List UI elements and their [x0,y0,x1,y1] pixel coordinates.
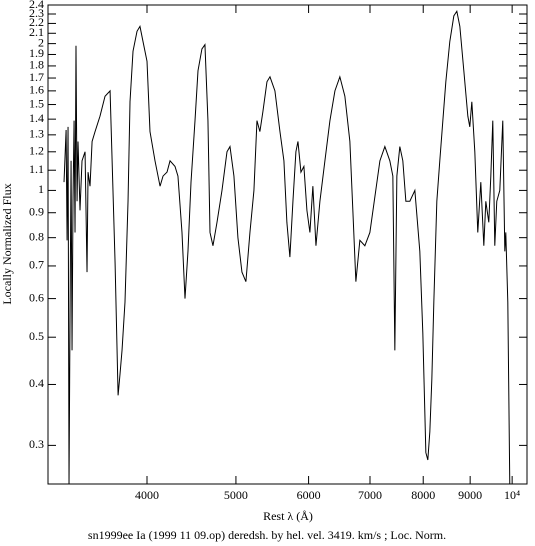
y-tick-label: 0.8 [29,229,44,243]
y-tick-label: 1 [38,182,44,196]
y-tick-label: 0.5 [29,329,44,343]
y-tick-label: 1.9 [29,46,44,60]
y-tick-label: 1.5 [29,96,44,110]
y-tick-label: 2.2 [29,15,44,29]
y-tick-label: 0.6 [29,290,44,304]
y-tick-label: 1.7 [29,70,44,84]
y-tick-label: 1.2 [29,144,44,158]
x-tick-label: 5000 [224,488,248,502]
x-tick-label: 8000 [411,488,435,502]
y-tick-label: 1.1 [29,162,44,176]
spectrum-line [63,9,511,485]
y-tick-label: 0.4 [29,376,44,390]
y-tick-label: 2.1 [29,25,44,39]
y-tick-label: 1.4 [29,111,44,125]
x-tick-label: 7000 [358,488,382,502]
y-tick-label: 0.9 [29,204,44,218]
x-axis-label: Rest λ (Å) [263,509,313,523]
y-tick-label: 1.6 [29,83,44,97]
y-tick-label: 2 [38,35,44,49]
plot-frame [47,4,528,485]
y-tick-label: 0.3 [29,437,44,451]
x-tick-label: 4000 [135,488,159,502]
x-tick-label: 6000 [297,488,321,502]
y-tick-label: 0.7 [29,258,44,272]
x-tick-label: 9000 [458,488,482,502]
caption: sn1999ee Ia (1999 11 09.op) deredsh. by … [88,528,446,542]
y-axis-label: Locally Normalized Flux [0,183,14,304]
y-tick-label: 2.4 [29,0,44,11]
x-tick-label: 10⁴ [504,488,520,502]
y-tick-label: 2.3 [29,6,44,20]
y-tick-label: 1.3 [29,127,44,141]
y-tick-label: 1.8 [29,58,44,72]
